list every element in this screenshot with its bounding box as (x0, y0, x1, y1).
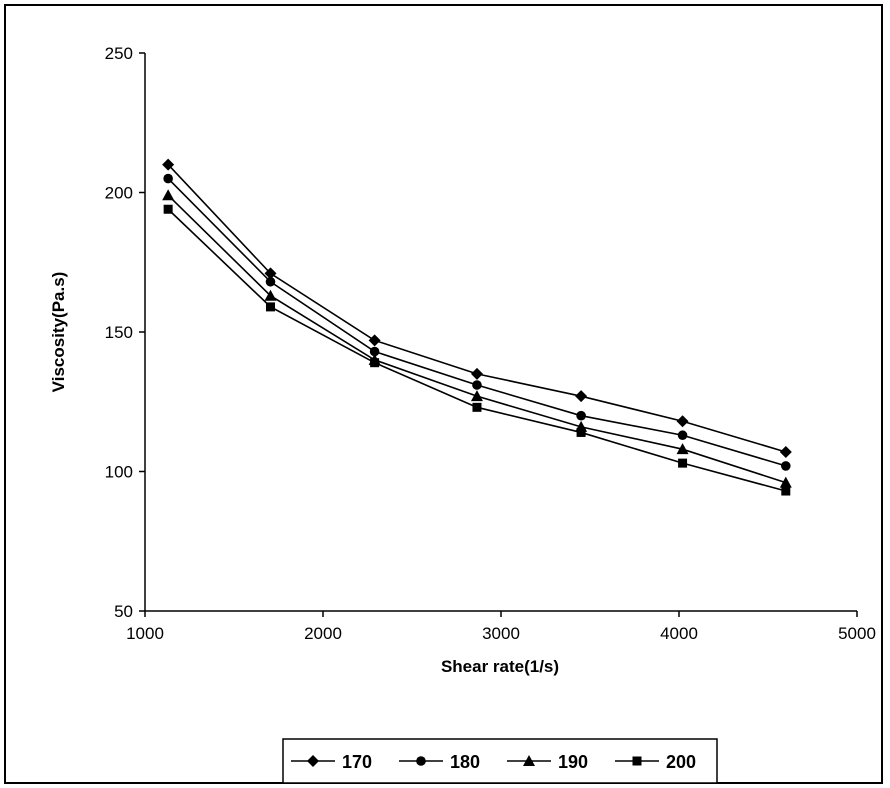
series-190-point (470, 390, 483, 402)
series-200-point (678, 458, 688, 468)
x-tick-label: 3000 (482, 624, 520, 643)
series-180-point (369, 346, 380, 357)
legend-marker-200 (632, 756, 642, 766)
series-200-point (370, 358, 380, 368)
series-170-point (368, 334, 381, 347)
x-axis-title: Shear rate(1/s) (441, 657, 559, 676)
series-180-point (576, 410, 586, 421)
series-190-point (162, 189, 175, 201)
legend-item-190: 190 (507, 752, 588, 772)
y-tick-label: 150 (105, 323, 133, 342)
y-tick-label: 250 (105, 44, 133, 63)
series-200-point (265, 302, 275, 312)
series-170-point (779, 445, 792, 458)
legend-label-200: 200 (666, 752, 696, 772)
legend-label-170: 170 (342, 752, 372, 772)
series-180-point (265, 276, 276, 287)
legend-item-200: 200 (615, 752, 696, 772)
x-tick-label: 2000 (304, 624, 342, 643)
series-190-point (264, 289, 277, 301)
legend-marker-190 (523, 755, 535, 766)
legend-marker-170 (307, 755, 319, 767)
series-180 (163, 173, 791, 471)
series-170 (162, 158, 792, 458)
series-190 (162, 189, 792, 488)
legend-item-170: 170 (291, 752, 372, 772)
series-170-point (676, 415, 689, 428)
series-200 (163, 204, 791, 496)
series-180-point (163, 173, 173, 184)
series-170-point (575, 390, 588, 403)
y-tick-label: 50 (114, 602, 133, 621)
series-170-point (470, 367, 483, 380)
axis-ticks: 50 100 150 200 250 1000 2000 3000 4000 5000 (105, 44, 876, 643)
y-tick-label: 100 (105, 463, 133, 482)
series-200-point (576, 427, 586, 437)
series-200-point (781, 486, 791, 496)
series-layer (162, 158, 792, 496)
legend-label-190: 190 (558, 752, 588, 772)
series-180-point (781, 461, 791, 471)
series-180-point (472, 380, 482, 390)
series-200-line (167, 208, 787, 492)
legend-label-180: 180 (450, 752, 480, 772)
plot-axes (144, 53, 857, 612)
series-190-point (676, 443, 689, 455)
series-190-line (167, 194, 787, 484)
legend: 170 180 190 200 (282, 738, 718, 784)
y-tick-label: 200 (105, 184, 133, 203)
legend-item-180: 180 (399, 752, 480, 772)
series-180-line (167, 177, 787, 467)
series-200-point (472, 402, 482, 412)
series-180-point (677, 430, 688, 441)
series-170-point (162, 158, 175, 171)
legend-marker-180 (416, 756, 426, 766)
series-190-point (779, 476, 792, 488)
series-200-point (163, 204, 173, 214)
y-axis-title: Viscosity(Pa.s) (49, 272, 68, 393)
x-tick-label: 5000 (838, 624, 876, 643)
x-tick-label: 1000 (126, 624, 164, 643)
x-tick-label: 4000 (660, 624, 698, 643)
chart-frame (4, 4, 883, 784)
series-170-point (264, 267, 277, 280)
